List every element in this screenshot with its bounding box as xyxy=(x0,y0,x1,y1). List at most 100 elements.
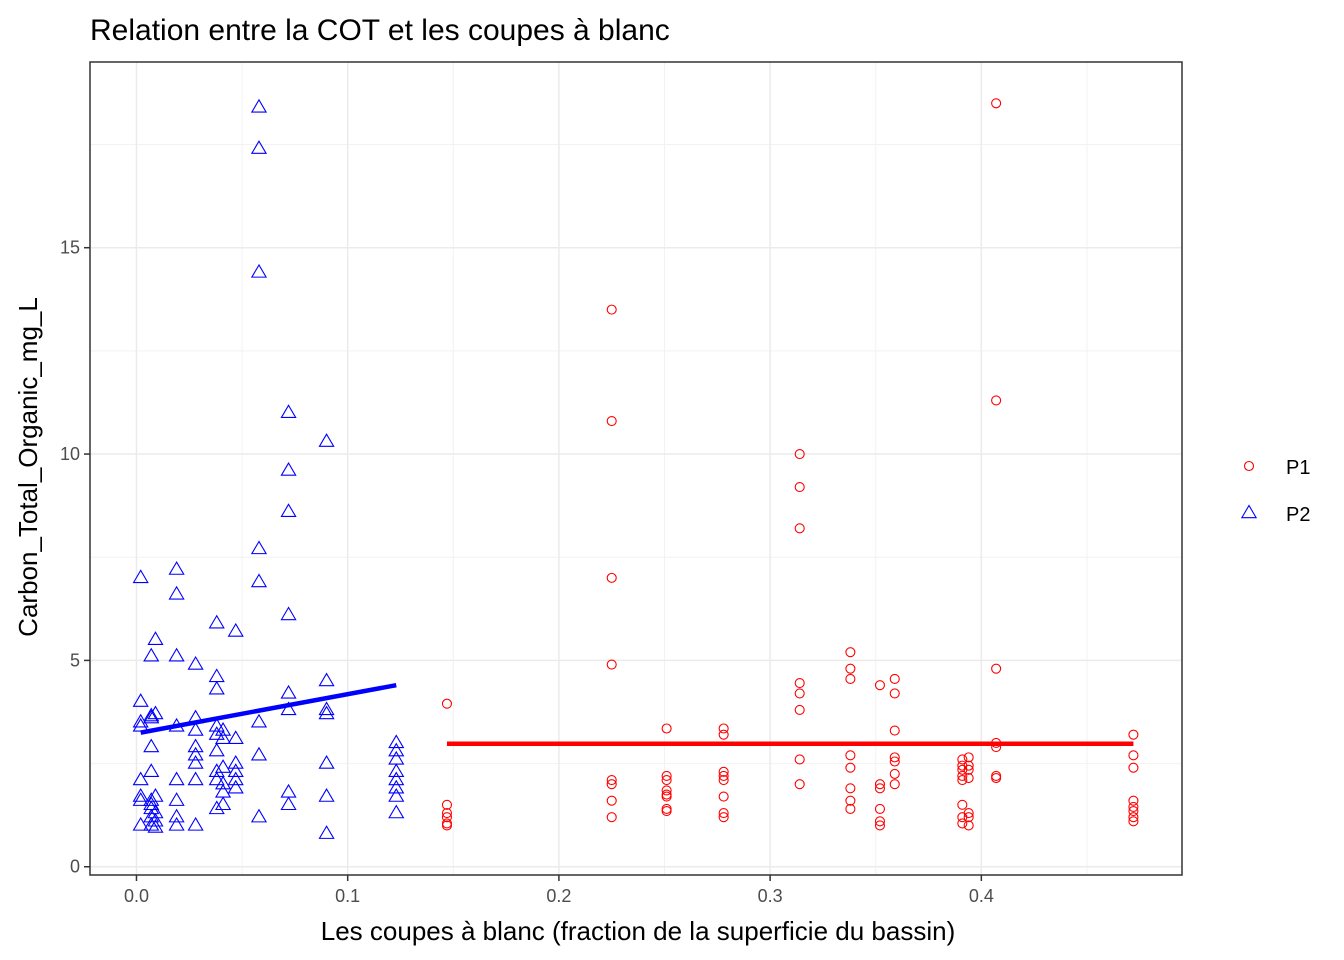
x-tick-label: 0.0 xyxy=(124,886,149,906)
point-p2 xyxy=(318,701,335,716)
point-p1 xyxy=(874,783,886,794)
point-p2 xyxy=(214,796,232,811)
point-p1 xyxy=(963,812,974,823)
point-p2 xyxy=(187,771,204,786)
point-p1 xyxy=(794,779,805,790)
point-p1 xyxy=(991,742,1002,753)
x-tick-label: 0.4 xyxy=(969,886,994,906)
point-p1 xyxy=(1128,762,1139,773)
point-p2 xyxy=(143,763,160,778)
point-p2 xyxy=(280,461,297,476)
point-p2 xyxy=(168,585,185,600)
point-p1 xyxy=(794,449,805,460)
point-p1 xyxy=(991,770,1002,782)
point-p1 xyxy=(606,659,617,670)
point-p2 xyxy=(388,750,405,765)
point-p2 xyxy=(227,779,244,794)
point-p2 xyxy=(132,771,149,786)
point-p1 xyxy=(957,775,968,786)
point-p2 xyxy=(250,263,268,278)
y-tick-label: 10 xyxy=(60,444,80,464)
point-p2 xyxy=(318,705,335,720)
point-p1 xyxy=(606,572,617,583)
x-tick-label: 0.1 xyxy=(335,886,360,906)
point-p1 xyxy=(661,791,672,802)
data-points xyxy=(132,98,1139,839)
grid-lines xyxy=(90,62,1182,875)
point-p1 xyxy=(957,799,968,810)
point-p2 xyxy=(187,816,204,831)
point-p2 xyxy=(388,734,405,749)
point-p1 xyxy=(845,762,856,773)
point-p1 xyxy=(718,791,729,802)
point-p1 xyxy=(661,805,672,817)
point-p1 xyxy=(718,729,729,740)
point-p2 xyxy=(388,788,405,802)
point-p1 xyxy=(1128,812,1139,823)
point-p2 xyxy=(143,709,160,724)
point-p2 xyxy=(143,792,160,806)
point-p1 xyxy=(889,756,900,767)
point-p2 xyxy=(250,713,268,728)
point-p1 xyxy=(874,803,886,815)
point-p2 xyxy=(280,783,297,798)
point-p1 xyxy=(874,820,886,831)
point-p1 xyxy=(718,770,729,782)
y-tick-label: 5 xyxy=(70,650,80,670)
point-p2 xyxy=(168,717,185,732)
x-tick-label: 0.2 xyxy=(546,886,571,906)
point-p1 xyxy=(718,775,729,786)
point-p2 xyxy=(208,717,225,732)
point-p1 xyxy=(441,812,453,823)
point-p2 xyxy=(132,693,149,707)
point-p1 xyxy=(889,725,900,736)
point-p2 xyxy=(208,742,225,757)
point-p1 xyxy=(963,764,974,775)
point-p1 xyxy=(794,704,805,715)
point-p1 xyxy=(991,395,1002,406)
point-p1 xyxy=(718,723,729,734)
point-p1 xyxy=(606,775,617,786)
point-p2 xyxy=(168,816,185,831)
point-p1 xyxy=(845,783,856,794)
point-p2 xyxy=(147,631,164,645)
point-p1 xyxy=(889,752,900,763)
y-axis-ticks: 0 5 10 15 xyxy=(60,238,90,877)
point-p1 xyxy=(661,723,672,734)
point-p2 xyxy=(388,763,405,778)
point-p2 xyxy=(227,754,244,769)
point-p1 xyxy=(794,482,805,493)
point-p2 xyxy=(208,614,225,629)
point-p1 xyxy=(889,768,900,779)
point-p2 xyxy=(143,816,160,831)
point-p2 xyxy=(208,771,225,786)
point-p2 xyxy=(168,792,185,806)
point-p2 xyxy=(250,573,268,588)
point-p1 xyxy=(889,673,900,685)
point-p2 xyxy=(187,738,204,753)
fit-line-p2 xyxy=(140,682,397,735)
point-p2 xyxy=(168,808,185,823)
point-p2 xyxy=(147,705,164,720)
point-p1 xyxy=(606,304,617,315)
point-p1 xyxy=(718,766,729,777)
point-p1 xyxy=(957,754,968,765)
legend-key-p1 xyxy=(1243,460,1255,472)
chart-title: Relation entre la COT et les coupes à bl… xyxy=(90,14,670,47)
point-p1 xyxy=(874,680,886,691)
point-p2 xyxy=(318,825,335,839)
point-p1 xyxy=(957,818,968,829)
point-p2 xyxy=(227,771,244,786)
legend-label-p2: P2 xyxy=(1286,504,1310,526)
point-p1 xyxy=(441,818,453,829)
point-p2 xyxy=(208,726,225,740)
point-p2 xyxy=(388,742,405,757)
point-p1 xyxy=(441,698,453,709)
point-p2 xyxy=(280,503,297,518)
point-p2 xyxy=(227,622,244,637)
point-p1 xyxy=(1128,805,1139,817)
point-p2 xyxy=(168,647,185,662)
point-p2 xyxy=(147,812,164,827)
point-p1 xyxy=(441,808,453,819)
